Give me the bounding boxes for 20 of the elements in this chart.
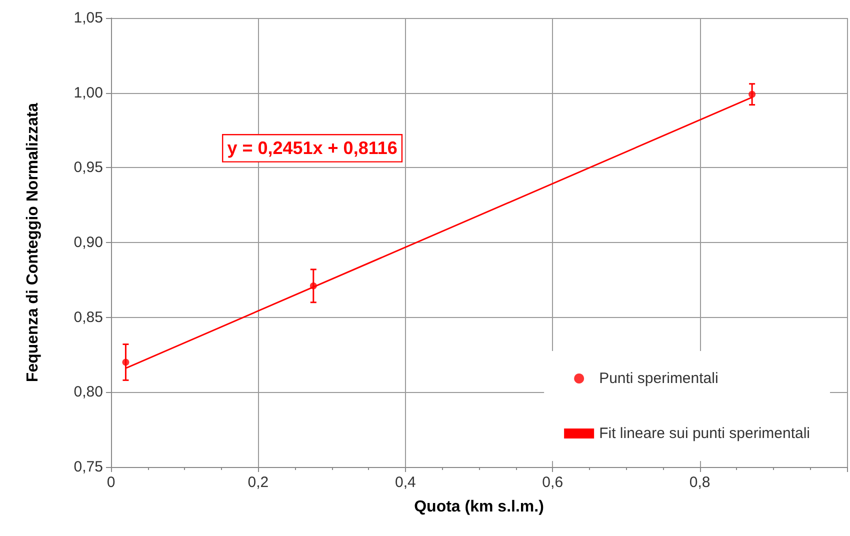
point [122,358,130,366]
annotation: y = 0,2451x + 0,8116 [227,138,398,158]
y-tick-label: 0,80 [74,384,103,401]
y-tick-label: 0,75 [74,458,103,476]
x-tick-label: 0,2 [248,474,269,491]
y-tick-label: 1,05 [74,10,103,26]
point [748,90,756,98]
x-tick-label: 0,8 [689,474,710,491]
y-tick-label: 0,85 [74,308,103,326]
legend-label: Punti sperimentali [599,370,718,387]
legend-label: Fit lineare sui punti sperimentali [599,425,810,442]
x-tick-label: 0 [106,474,116,491]
x-tick-label: 0,4 [394,474,416,491]
y-axis-title: Fequenza di Conteggio Normalizzata [24,102,42,382]
y-tick-label: 1,00 [74,84,103,102]
point [310,282,317,290]
x-axis-title: Quota (km s.l.m.) [414,498,544,516]
x-tick-label: 0,6 [542,474,564,491]
y-tick-label: 0,90 [74,234,103,251]
y-tick-label: 0,95 [74,159,103,176]
